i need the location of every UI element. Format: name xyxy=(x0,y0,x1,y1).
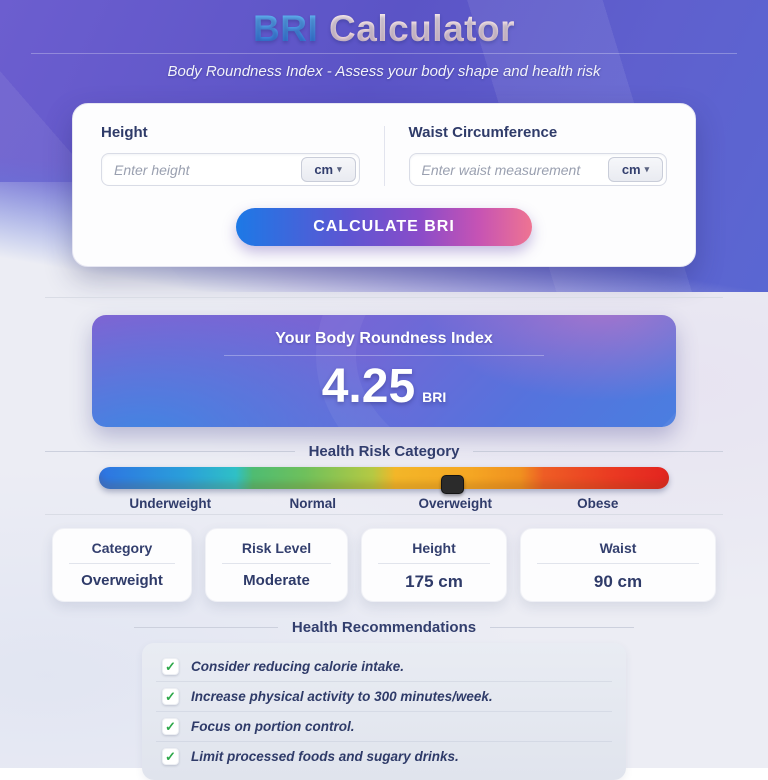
check-icon: ✓ xyxy=(162,718,179,735)
risk-label-underweight: Underweight xyxy=(129,496,212,511)
waist-unit-select[interactable]: cm ▾ xyxy=(608,157,663,182)
risk-marker[interactable] xyxy=(440,475,464,494)
bri-value: 4.25 BRI xyxy=(92,358,676,427)
check-icon: ✓ xyxy=(162,658,179,675)
heading-line xyxy=(490,627,634,628)
stat-value: 90 cm xyxy=(593,572,643,591)
recommendations-panel: ✓ Consider reducing calorie intake. ✓ In… xyxy=(142,643,626,780)
section-divider xyxy=(45,514,723,515)
waist-label: Waist Circumference xyxy=(408,124,558,141)
risk-category-heading: Health Risk Category xyxy=(45,443,724,460)
stat-card-risk-level: Risk Level Moderate xyxy=(205,528,348,602)
recommendation-item: ✓ Increase physical activity to 300 minu… xyxy=(156,682,612,712)
stat-value: Overweight xyxy=(81,572,163,589)
recommendation-item: ✓ Consider reducing calorie intake. xyxy=(156,652,612,682)
check-icon: ✓ xyxy=(162,688,179,705)
stat-card-waist: Waist 90 cm xyxy=(520,528,716,602)
summary-stats-row: Category Overweight Risk Level Moderate … xyxy=(0,528,768,602)
heading-line xyxy=(45,451,295,452)
bri-result-card: Your Body Roundness Index 4.25 BRI xyxy=(92,315,676,427)
checkmark-glyph: ✓ xyxy=(165,689,176,704)
height-label: Height xyxy=(101,124,148,141)
stat-label: Waist xyxy=(599,540,637,556)
recommendation-item: ✓ Focus on portion control. xyxy=(156,712,612,742)
height-unit-select[interactable]: cm ▾ xyxy=(300,157,356,182)
title-divider xyxy=(31,53,737,54)
risk-heading-text: Health Risk Category xyxy=(308,443,460,460)
calculate-bri-button[interactable]: CALCULATE BRI xyxy=(236,208,532,246)
stat-divider xyxy=(69,563,175,564)
recommendations-heading-text: Health Recommendations xyxy=(291,619,477,636)
stat-label: Height xyxy=(412,540,456,556)
measurement-input-card: Height cm ▾ Waist Circumference xyxy=(72,103,696,267)
waist-unit-value: cm xyxy=(621,162,641,177)
stat-card-height: Height 175 cm xyxy=(361,528,507,602)
recommendation-text: Focus on portion control. xyxy=(191,719,355,734)
stat-label: Category xyxy=(91,540,153,556)
stat-divider xyxy=(537,563,699,564)
height-field-group: Height cm ▾ xyxy=(101,124,360,186)
section-divider xyxy=(45,297,723,298)
bri-number: 4.25 xyxy=(321,360,416,413)
risk-scale-labels: Underweight Normal Overweight Obese xyxy=(99,496,669,511)
risk-label-overweight: Overweight xyxy=(418,496,493,511)
risk-gradient-bar[interactable] xyxy=(99,467,669,494)
checkmark-glyph: ✓ xyxy=(165,719,176,734)
stat-card-category: Category Overweight xyxy=(52,528,192,602)
heading-line xyxy=(473,451,724,452)
page-subtitle: Body Roundness Index - Assess your body … xyxy=(167,63,601,80)
result-title: Your Body Roundness Index xyxy=(275,330,493,347)
recommendation-text: Increase physical activity to 300 minute… xyxy=(191,689,493,704)
page-title: BRI Calculator xyxy=(0,0,768,50)
recommendation-item: ✓ Limit processed foods and sugary drink… xyxy=(156,742,612,771)
page-title-secondary: Calculator xyxy=(329,8,515,49)
stat-value: Moderate xyxy=(243,572,310,589)
risk-scale: Underweight Normal Overweight Obese xyxy=(99,467,669,511)
bri-unit: BRI xyxy=(422,389,447,405)
recommendations-heading: Health Recommendations xyxy=(134,619,634,636)
stat-value: 175 cm xyxy=(405,572,463,591)
stat-label: Risk Level xyxy=(241,540,312,556)
stat-divider xyxy=(378,563,490,564)
checkmark-glyph: ✓ xyxy=(165,659,176,674)
recommendation-text: Limit processed foods and sugary drinks. xyxy=(191,749,459,764)
chevron-down-icon: ▾ xyxy=(644,164,650,174)
height-unit-value: cm xyxy=(314,162,334,177)
stat-divider xyxy=(222,563,331,564)
recommendation-text: Consider reducing calorie intake. xyxy=(191,659,405,674)
risk-label-normal: Normal xyxy=(289,496,336,511)
form-column-divider xyxy=(383,126,385,186)
chevron-down-icon: ▾ xyxy=(337,164,342,174)
page-title-primary: BRI xyxy=(253,8,319,49)
risk-label-obese: Obese xyxy=(577,496,619,511)
waist-field-group: Waist Circumference cm ▾ xyxy=(408,124,667,186)
check-icon: ✓ xyxy=(162,748,179,765)
checkmark-glyph: ✓ xyxy=(165,749,176,764)
result-divider xyxy=(224,355,544,356)
heading-line xyxy=(134,627,278,628)
